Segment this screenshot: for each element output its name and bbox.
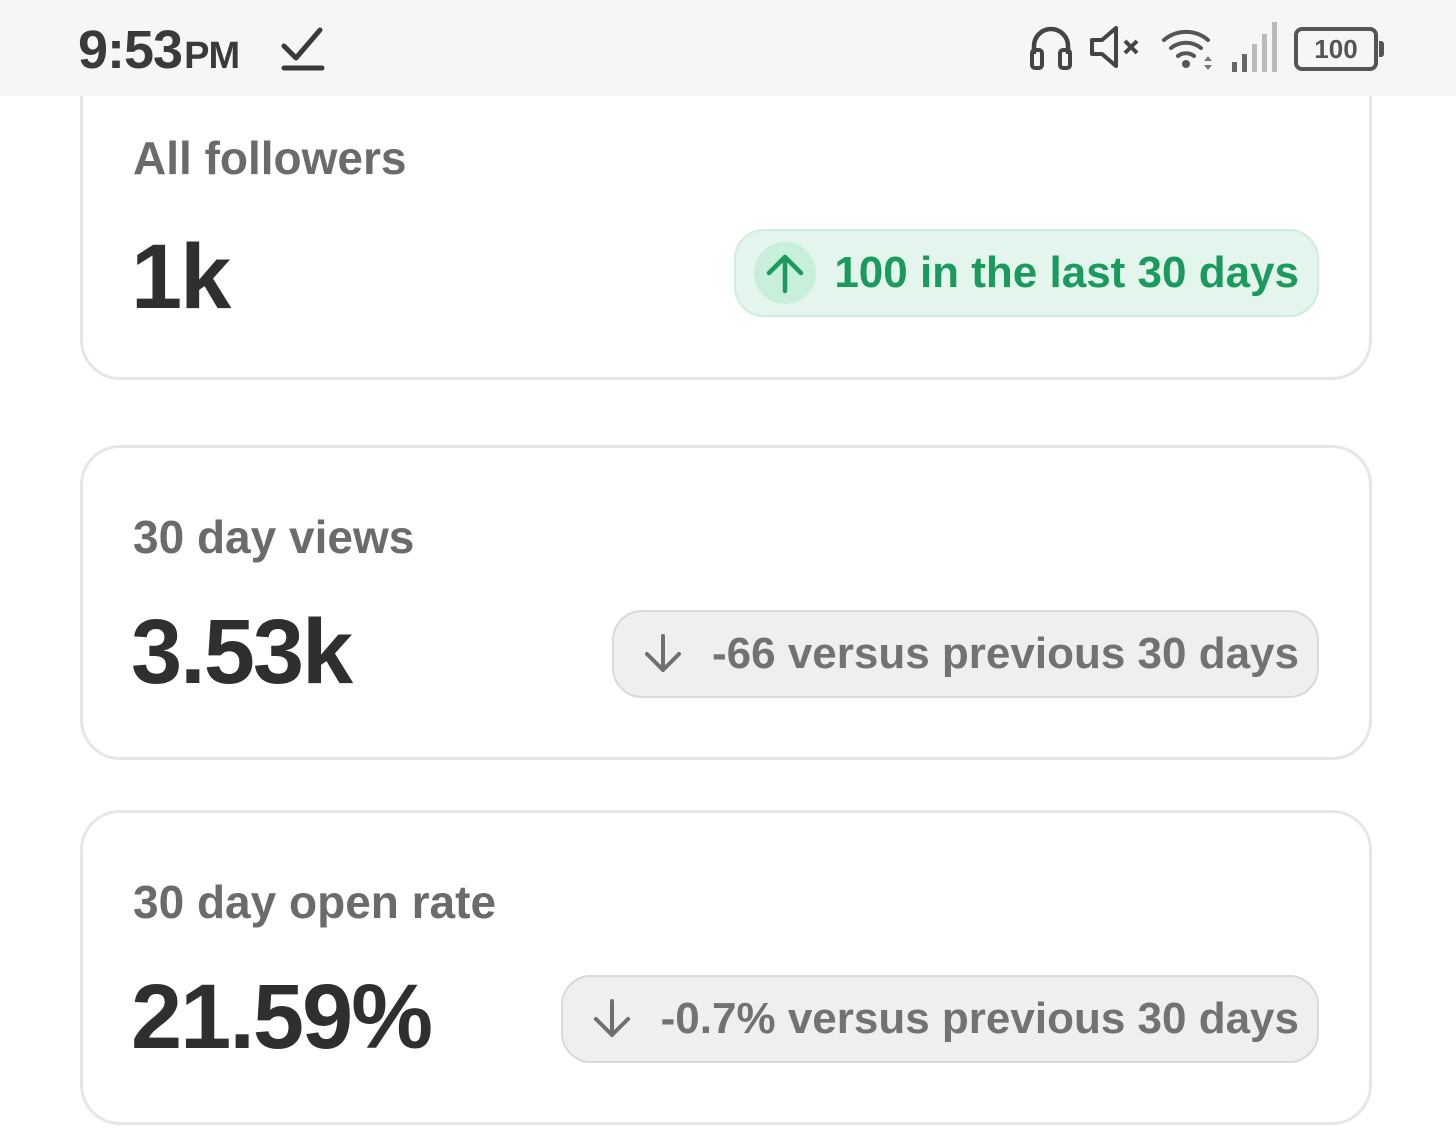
status-icons: 100 (1014, 20, 1384, 79)
badge-text: -66 versus previous 30 days (712, 629, 1299, 678)
change-badge: -66 versus previous 30 days (612, 610, 1319, 698)
download-done-icon (280, 24, 326, 79)
change-badge: 100 in the last 30 days (734, 229, 1319, 317)
arrow-down-icon (632, 623, 694, 685)
card-value: 21.59% (131, 966, 433, 1068)
open-rate-card: 30 day open rate 21.59% -0.7% versus pre… (80, 810, 1372, 1125)
status-time-value: 9:53 (78, 20, 183, 80)
card-label: 30 day open rate (133, 876, 497, 928)
card-value: 3.53k (131, 601, 353, 703)
badge-text: -0.7% versus previous 30 days (660, 994, 1299, 1043)
arrow-down-icon (581, 988, 643, 1050)
battery-icon: 100 (1294, 27, 1384, 71)
signal-icon (1230, 20, 1280, 79)
followers-card: All followers 1k 100 in the last 30 days (80, 40, 1372, 380)
card-label: 30 day views (133, 511, 415, 563)
status-time-ampm: PM (184, 35, 240, 77)
battery-level: 100 (1314, 34, 1358, 64)
card-label: All followers (133, 132, 407, 184)
views-card: 30 day views 3.53k -66 versus previous 3… (80, 445, 1372, 760)
card-value: 1k (131, 226, 231, 328)
status-bar: 9:53PM (0, 0, 1456, 96)
change-badge: -0.7% versus previous 30 days (560, 975, 1319, 1063)
wifi-icon (1160, 22, 1216, 77)
badge-text: 100 in the last 30 days (834, 248, 1299, 297)
arrow-up-icon (754, 242, 817, 304)
headphones-icon (1028, 22, 1074, 77)
volume-muted-icon (1088, 22, 1146, 77)
status-time: 9:53PM (78, 18, 240, 88)
